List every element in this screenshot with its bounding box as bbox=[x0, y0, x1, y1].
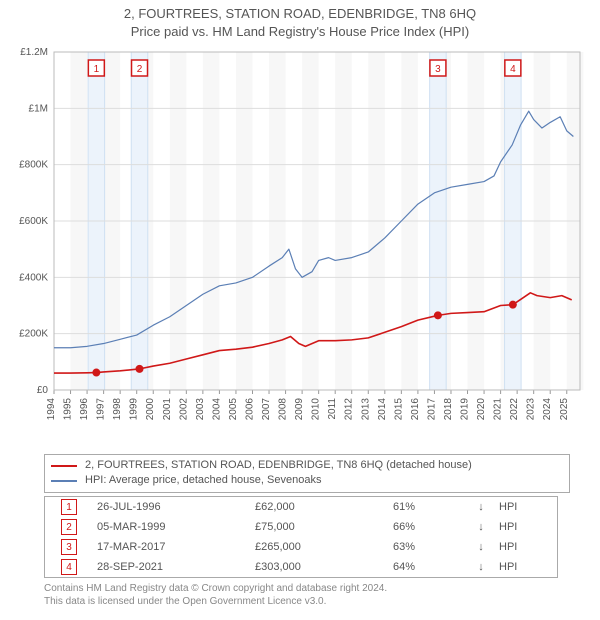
table-row: 1 26-JUL-1996£62,00061%↓HPI bbox=[45, 497, 557, 517]
chart: £0 £200K £400K £600K £800K £1M £1.2M 1994 1995 19… bbox=[10, 44, 590, 444]
sale-price: £303,000 bbox=[251, 561, 389, 573]
svg-text:1: 1 bbox=[94, 64, 100, 75]
svg-text:2022: 2022 bbox=[509, 398, 520, 421]
table-row: 4 28-SEP-2021£303,00064%↓HPI bbox=[45, 557, 557, 577]
svg-text:2012: 2012 bbox=[344, 398, 355, 421]
svg-text:2007: 2007 bbox=[261, 398, 272, 421]
svg-text:2025: 2025 bbox=[559, 398, 570, 421]
svg-text:1995: 1995 bbox=[63, 398, 74, 421]
svg-text:2004: 2004 bbox=[211, 398, 222, 421]
svg-text:2011: 2011 bbox=[327, 398, 338, 420]
sale-pct: 61% bbox=[389, 501, 467, 513]
svg-text:2018: 2018 bbox=[443, 398, 454, 421]
svg-text:2000: 2000 bbox=[145, 398, 156, 421]
chart-svg: £0 £200K £400K £600K £800K £1M £1.2M 1994 1995 19… bbox=[10, 44, 590, 444]
sale-date: 05-MAR-1999 bbox=[93, 521, 251, 533]
svg-text:4: 4 bbox=[510, 64, 516, 75]
sale-price: £75,000 bbox=[251, 521, 389, 533]
table-row: 2 05-MAR-1999£75,00066%↓HPI bbox=[45, 517, 557, 537]
svg-text:2024: 2024 bbox=[542, 398, 553, 421]
svg-text:2014: 2014 bbox=[377, 398, 388, 421]
page: 2, FOURTREES, STATION ROAD, EDENBRIDGE, … bbox=[0, 0, 600, 620]
svg-text:2009: 2009 bbox=[294, 398, 305, 421]
sale-price: £265,000 bbox=[251, 541, 389, 553]
svg-text:£600K: £600K bbox=[19, 216, 48, 227]
down-arrow-icon: ↓ bbox=[467, 501, 495, 513]
title-subtitle: Price paid vs. HM Land Registry's House … bbox=[0, 24, 600, 39]
svg-text:£1.2M: £1.2M bbox=[20, 47, 48, 58]
legend: 2, FOURTREES, STATION ROAD, EDENBRIDGE, … bbox=[44, 454, 570, 493]
svg-text:£1M: £1M bbox=[29, 103, 48, 114]
svg-text:£200K: £200K bbox=[19, 329, 48, 340]
legend-swatch bbox=[51, 480, 77, 482]
down-arrow-icon: ↓ bbox=[467, 541, 495, 553]
svg-text:1998: 1998 bbox=[112, 398, 123, 421]
svg-text:2016: 2016 bbox=[410, 398, 421, 421]
sales-table: 126-JUL-1996£62,00061%↓HPI205-MAR-1999£7… bbox=[44, 496, 558, 578]
hpi-label: HPI bbox=[495, 501, 543, 513]
svg-text:1997: 1997 bbox=[96, 398, 107, 421]
sale-date: 26-JUL-1996 bbox=[93, 501, 251, 513]
chart-titles: 2, FOURTREES, STATION ROAD, EDENBRIDGE, … bbox=[0, 0, 600, 39]
svg-text:2002: 2002 bbox=[178, 398, 189, 421]
legend-item: HPI: Average price, detached house, Seve… bbox=[51, 473, 563, 488]
svg-text:2010: 2010 bbox=[311, 398, 322, 421]
sale-pct: 63% bbox=[389, 541, 467, 553]
sale-marker-box: 1 bbox=[61, 499, 77, 515]
svg-text:2001: 2001 bbox=[162, 398, 173, 421]
svg-text:1994: 1994 bbox=[46, 398, 57, 421]
svg-text:2: 2 bbox=[137, 64, 143, 75]
footer-line: This data is licensed under the Open Gov… bbox=[44, 595, 387, 608]
svg-text:2019: 2019 bbox=[460, 398, 471, 421]
legend-item: 2, FOURTREES, STATION ROAD, EDENBRIDGE, … bbox=[51, 458, 563, 473]
svg-text:2021: 2021 bbox=[493, 398, 504, 421]
svg-text:3: 3 bbox=[435, 64, 441, 75]
legend-label: HPI: Average price, detached house, Seve… bbox=[85, 473, 321, 488]
svg-text:2006: 2006 bbox=[244, 398, 255, 421]
hpi-label: HPI bbox=[495, 541, 543, 553]
svg-text:£0: £0 bbox=[37, 385, 49, 396]
svg-text:£800K: £800K bbox=[19, 160, 48, 171]
legend-label: 2, FOURTREES, STATION ROAD, EDENBRIDGE, … bbox=[85, 458, 472, 473]
sale-marker-box: 3 bbox=[61, 539, 77, 555]
footer: Contains HM Land Registry data © Crown c… bbox=[44, 582, 387, 608]
hpi-label: HPI bbox=[495, 561, 543, 573]
down-arrow-icon: ↓ bbox=[467, 521, 495, 533]
sale-price: £62,000 bbox=[251, 501, 389, 513]
svg-text:1999: 1999 bbox=[129, 398, 140, 421]
svg-text:2015: 2015 bbox=[393, 398, 404, 421]
svg-text:1996: 1996 bbox=[79, 398, 90, 421]
sale-marker-box: 4 bbox=[61, 559, 77, 575]
svg-text:2017: 2017 bbox=[426, 398, 437, 421]
svg-text:2023: 2023 bbox=[526, 398, 537, 421]
svg-text:2005: 2005 bbox=[228, 398, 239, 421]
svg-text:2020: 2020 bbox=[476, 398, 487, 421]
sale-pct: 64% bbox=[389, 561, 467, 573]
footer-line: Contains HM Land Registry data © Crown c… bbox=[44, 582, 387, 595]
sale-pct: 66% bbox=[389, 521, 467, 533]
svg-text:2008: 2008 bbox=[278, 398, 289, 421]
sale-marker-box: 2 bbox=[61, 519, 77, 535]
title-address: 2, FOURTREES, STATION ROAD, EDENBRIDGE, … bbox=[0, 6, 600, 21]
legend-swatch bbox=[51, 465, 77, 467]
svg-text:2003: 2003 bbox=[195, 398, 206, 421]
down-arrow-icon: ↓ bbox=[467, 561, 495, 573]
sale-date: 17-MAR-2017 bbox=[93, 541, 251, 553]
hpi-label: HPI bbox=[495, 521, 543, 533]
table-row: 3 17-MAR-2017£265,00063%↓HPI bbox=[45, 537, 557, 557]
svg-text:2013: 2013 bbox=[360, 398, 371, 421]
svg-text:£400K: £400K bbox=[19, 272, 48, 283]
sale-date: 28-SEP-2021 bbox=[93, 561, 251, 573]
